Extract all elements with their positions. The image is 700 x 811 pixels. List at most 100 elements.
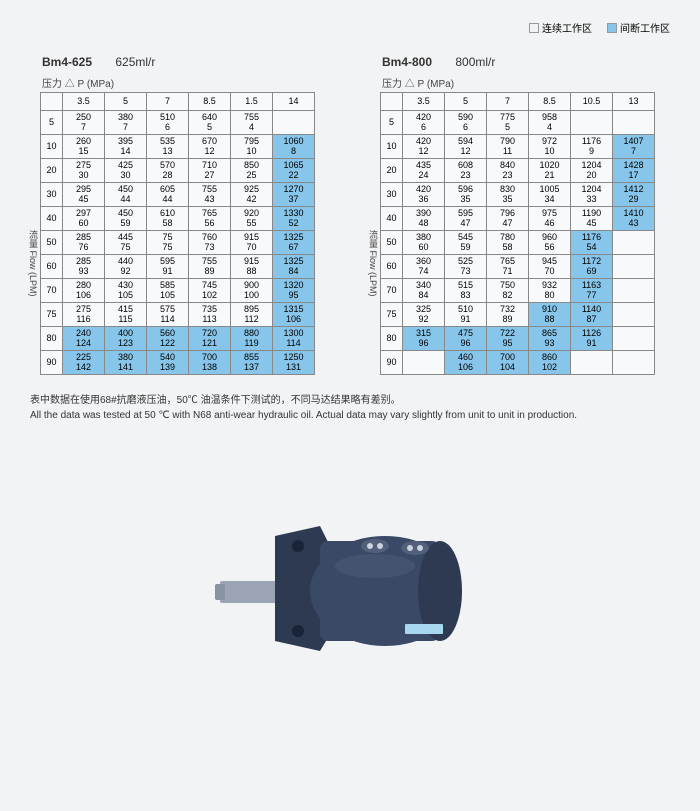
data-cell: 36074 — [403, 255, 445, 279]
data-cell: 120433 — [571, 183, 613, 207]
legend-box-empty — [529, 23, 539, 33]
data-cell: 380141 — [105, 351, 147, 375]
data-cell: 132095 — [273, 279, 315, 303]
data-cell: 560122 — [147, 327, 189, 351]
data-cell: 1300114 — [273, 327, 315, 351]
footnote-en: All the data was tested at 50 ℃ with N68… — [30, 408, 670, 423]
data-cell: 75082 — [487, 279, 529, 303]
row-header: 75 — [381, 303, 403, 327]
data-cell: 86593 — [529, 327, 571, 351]
table1-title: Bm4-625 625ml/r — [20, 55, 340, 69]
legend: 连续工作区 间断工作区 — [529, 20, 670, 35]
legend-label-continuous: 连续工作区 — [542, 20, 592, 35]
data-cell: 102021 — [529, 159, 571, 183]
data-cell: 31596 — [403, 327, 445, 351]
table2-spec: 800ml/r — [455, 55, 495, 69]
data-cell: 880119 — [231, 327, 273, 351]
legend-continuous: 连续工作区 — [529, 20, 592, 35]
data-cell: 61058 — [147, 207, 189, 231]
data-cell: 860102 — [529, 351, 571, 375]
data-cell — [403, 351, 445, 375]
data-cell: 7575 — [147, 231, 189, 255]
row-header: 5 — [381, 111, 403, 135]
data-cell: 52573 — [445, 255, 487, 279]
data-cell: 132567 — [273, 231, 315, 255]
data-cell: 400123 — [105, 327, 147, 351]
row-header: 50 — [381, 231, 403, 255]
data-cell: 57028 — [147, 159, 189, 183]
data-cell: 34084 — [403, 279, 445, 303]
data-cell: 430105 — [105, 279, 147, 303]
data-cell: 29545 — [63, 183, 105, 207]
data-cell: 100534 — [529, 183, 571, 207]
data-cell: 83035 — [487, 183, 529, 207]
table-block-1: Bm4-625 625ml/r 压力 △ P (MPa) 流量 Flow (LP… — [20, 55, 340, 375]
data-cell: 91570 — [231, 231, 273, 255]
data-cell: 76073 — [189, 231, 231, 255]
data-cell: 117269 — [571, 255, 613, 279]
row-header: 20 — [381, 159, 403, 183]
data-cell: 7755 — [487, 111, 529, 135]
col-header: 3.5 — [63, 93, 105, 111]
data-cell: 94570 — [529, 255, 571, 279]
data-cell — [613, 111, 655, 135]
data-cell: 141043 — [613, 207, 655, 231]
row-header: 90 — [41, 351, 63, 375]
data-cell: 575114 — [147, 303, 189, 327]
data-cell: 32592 — [403, 303, 445, 327]
data-cell: 119045 — [571, 207, 613, 231]
data-cell: 72295 — [487, 327, 529, 351]
data-cell: 92542 — [231, 183, 273, 207]
data-cell — [613, 255, 655, 279]
data-cell: 78058 — [487, 231, 529, 255]
data-cell — [613, 279, 655, 303]
data-cell: 38060 — [403, 231, 445, 255]
row-header: 20 — [41, 159, 63, 183]
data-cell: 120420 — [571, 159, 613, 183]
data-cell: 585105 — [147, 279, 189, 303]
footnote-cn: 表中数据在使用68#抗磨液压油，50℃ 油温条件下测试的，不同马达结果略有差别。 — [30, 393, 670, 408]
data-cell: 117654 — [571, 231, 613, 255]
data-cell: 60544 — [147, 183, 189, 207]
data-cell: 91088 — [529, 303, 571, 327]
table-block-2: Bm4-800 800ml/r 压力 △ P (MPa) 流量 Flow (LP… — [360, 55, 680, 375]
legend-box-filled — [607, 23, 617, 33]
data-cell: 895112 — [231, 303, 273, 327]
data-cell: 700138 — [189, 351, 231, 375]
data-cell: 720121 — [189, 327, 231, 351]
data-cell: 84023 — [487, 159, 529, 183]
data-cell: 735113 — [189, 303, 231, 327]
row-header: 75 — [41, 303, 63, 327]
data-cell: 700104 — [487, 351, 529, 375]
table2-pressure-label: 压力 △ P (MPa) — [360, 75, 680, 90]
data-cell: 43524 — [403, 159, 445, 183]
table1-spec: 625ml/r — [115, 55, 155, 69]
data-cell — [613, 327, 655, 351]
data-cell: 280106 — [63, 279, 105, 303]
data-cell: 59635 — [445, 183, 487, 207]
row-header: 10 — [381, 135, 403, 159]
data-cell — [613, 303, 655, 327]
data-cell: 51091 — [445, 303, 487, 327]
data-cell: 92055 — [231, 207, 273, 231]
data-cell: 855137 — [231, 351, 273, 375]
table1-pressure-label: 压力 △ P (MPa) — [20, 75, 340, 90]
data-cell: 76556 — [189, 207, 231, 231]
data-cell — [613, 351, 655, 375]
table1-flow-label: 流量 Flow (LPM) — [20, 92, 40, 375]
data-cell: 415115 — [105, 303, 147, 327]
row-header: 80 — [41, 327, 63, 351]
data-cell: 26015 — [63, 135, 105, 159]
data-cell: 39514 — [105, 135, 147, 159]
data-cell: 44092 — [105, 255, 147, 279]
data-cell: 28593 — [63, 255, 105, 279]
data-cell: 1250131 — [273, 351, 315, 375]
data-cell: 11769 — [571, 135, 613, 159]
data-cell: 745102 — [189, 279, 231, 303]
row-header: 10 — [41, 135, 63, 159]
data-cell: 75589 — [189, 255, 231, 279]
data-cell — [571, 111, 613, 135]
data-cell: 44575 — [105, 231, 147, 255]
legend-label-intermittent: 间断工作区 — [620, 20, 670, 35]
row-header: 30 — [41, 183, 63, 207]
